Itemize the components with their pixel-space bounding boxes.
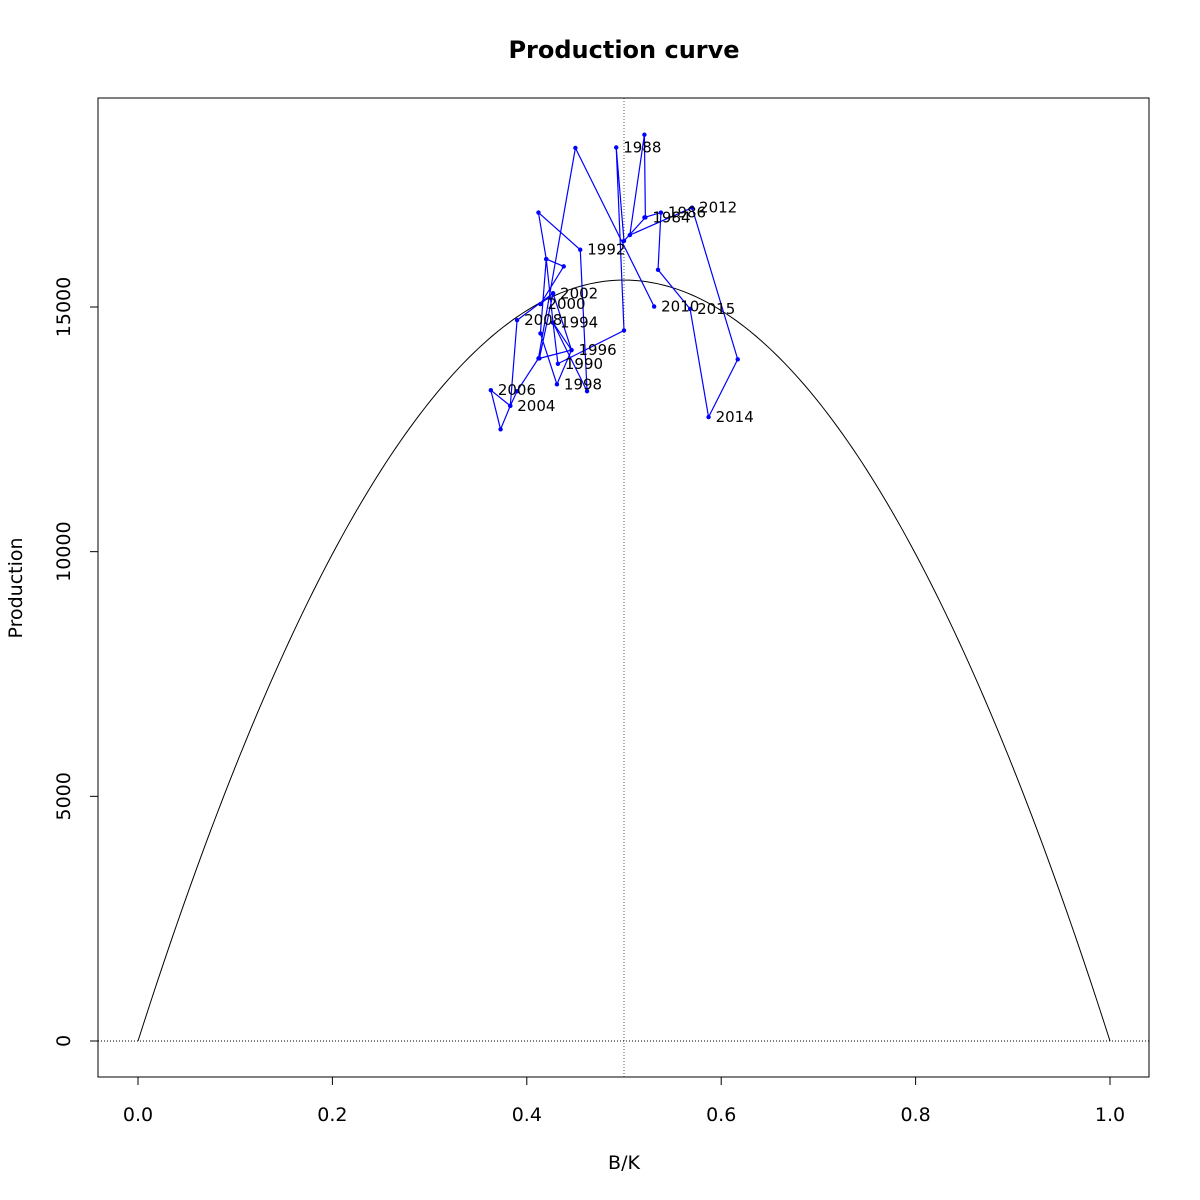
x-tick-label: 0.8 — [900, 1104, 930, 1126]
data-point — [689, 205, 695, 210]
data-point — [569, 347, 574, 353]
x-tick-label: 0.2 — [317, 1104, 347, 1126]
point-label: 1992 — [587, 241, 625, 259]
production-curve-line — [137, 279, 1111, 1042]
data-point — [544, 256, 549, 262]
point-label: 2008 — [524, 311, 562, 329]
point-label: 1984 — [652, 208, 690, 226]
point-label: 2014 — [716, 408, 754, 426]
data-point — [621, 238, 627, 244]
point-label: 2010 — [661, 298, 699, 316]
data-point — [488, 387, 494, 393]
x-tick-label: 0.6 — [706, 1104, 736, 1126]
data-point — [706, 414, 711, 420]
data-point — [658, 210, 664, 215]
x-tick-label: 0.0 — [123, 1104, 153, 1126]
point-label: 2015 — [697, 300, 735, 318]
point-label: 2004 — [517, 397, 555, 415]
data-point — [578, 247, 583, 252]
data-point — [621, 328, 627, 333]
point-label: 1996 — [579, 341, 617, 359]
y-tick-label: 10000 — [53, 521, 75, 581]
data-point — [554, 382, 560, 387]
x-tick-label: 0.4 — [512, 1104, 542, 1126]
plot-content: 1988199219941996199820002002200420062008… — [98, 98, 1149, 1077]
data-point — [514, 388, 520, 394]
point-label: 2012 — [699, 199, 737, 217]
data-point — [642, 132, 647, 137]
data-point — [687, 306, 693, 312]
data-point — [508, 403, 513, 409]
y-tick-label: 5000 — [53, 772, 75, 820]
point-label: 1986 — [668, 204, 706, 222]
data-point — [643, 215, 648, 220]
data-point — [550, 320, 556, 325]
data-point — [550, 291, 556, 296]
data-point — [627, 232, 633, 238]
data-point — [561, 264, 566, 269]
data-point — [538, 301, 543, 307]
data-point — [651, 304, 657, 309]
y-tick-label: 15000 — [53, 277, 75, 337]
data-point — [655, 267, 661, 273]
y-axis-label: Production — [5, 537, 27, 638]
data-point — [555, 361, 561, 366]
data-point — [498, 427, 503, 432]
data-point — [536, 210, 541, 215]
point-label: 1998 — [564, 375, 602, 393]
axes: 0.0 0.2 0.4 0.6 0.8 1.0 0 5000 10000 15000 — [53, 277, 1125, 1126]
point-label: 1994 — [560, 314, 598, 332]
data-point — [538, 331, 543, 336]
x-axis-label: B/K — [608, 1152, 640, 1174]
point-label: 2000 — [547, 295, 585, 313]
data-point — [614, 145, 619, 150]
point-label: 1990 — [565, 355, 603, 373]
point-label: 2006 — [498, 381, 536, 399]
data-point — [573, 145, 578, 151]
data-point — [536, 356, 541, 361]
chart-title: Production curve — [508, 36, 739, 64]
y-tick-label: 0 — [53, 1035, 75, 1047]
x-tick-label: 1.0 — [1095, 1104, 1125, 1126]
point-label: 2002 — [560, 284, 598, 302]
data-point — [735, 357, 740, 362]
point-label: 1988 — [623, 138, 661, 156]
data-point — [584, 388, 590, 394]
data-point — [514, 318, 520, 323]
plot-frame — [97, 97, 1150, 1078]
